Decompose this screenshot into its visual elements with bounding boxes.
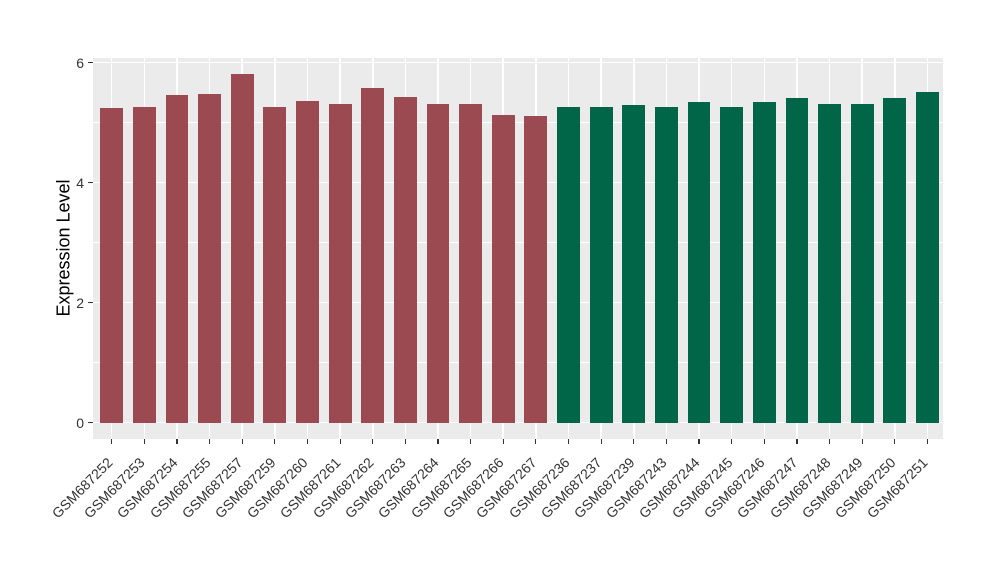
x-tick-GSM687247 [796,439,798,444]
bar-GSM687252 [100,108,124,423]
y-tick-label-4: 4 [76,174,84,191]
bar-GSM687237 [589,106,613,423]
x-tick-GSM687245 [731,439,733,444]
bar-GSM687246 [752,102,776,423]
y-gridline-major [93,61,943,64]
x-tick-GSM687263 [404,439,406,444]
x-tick-GSM687249 [861,439,863,444]
y-gridline-major [93,421,943,424]
bar-GSM687259 [263,106,287,423]
x-tick-GSM687262 [372,439,374,444]
bar-GSM687255 [198,93,221,423]
y-tick-4 [88,182,93,184]
bar-GSM687251 [916,91,939,423]
x-tick-GSM687261 [339,439,341,444]
bar-GSM687248 [818,103,841,423]
x-tick-GSM687259 [274,439,276,444]
y-gridline-minor [93,242,943,244]
x-tick-GSM687236 [567,439,570,444]
x-tick-GSM687244 [698,439,700,444]
bar-GSM687264 [426,104,450,423]
bar-GSM687253 [132,106,156,423]
bar-GSM687249 [850,103,874,423]
bar-GSM687261 [328,103,352,423]
bar-GSM687244 [687,101,711,423]
x-tick-GSM687264 [437,439,439,444]
bar-GSM687236 [557,107,580,423]
y-gridline-minor [93,122,943,124]
bar-GSM687245 [720,106,744,423]
x-tick-GSM687254 [176,439,178,444]
x-tick-GSM687253 [143,439,145,444]
bar-GSM687266 [491,114,515,423]
x-tick-GSM687243 [665,439,667,444]
x-tick-GSM687267 [535,439,537,444]
bar-GSM687260 [296,100,319,423]
bar-GSM687239 [622,105,646,423]
bar-GSM687265 [459,103,483,423]
y-gridline-major [93,181,943,184]
x-tick-GSM687252 [111,439,113,444]
bar-GSM687243 [655,107,678,423]
x-tick-GSM687265 [470,439,472,444]
y-gridline-minor [93,362,943,364]
y-tick-label-6: 6 [76,54,84,71]
bar-GSM687250 [883,97,907,423]
x-tick-GSM687260 [306,439,309,444]
x-tick-GSM687250 [894,439,896,444]
y-tick-6 [88,62,93,64]
x-tick-GSM687239 [633,439,635,444]
bar-GSM687257 [230,74,254,423]
x-tick-GSM687246 [763,439,765,444]
y-tick-label-0: 0 [76,414,84,431]
bar-GSM687247 [785,97,809,423]
x-tick-GSM687257 [241,439,243,444]
y-tick-label-2: 2 [76,294,84,311]
x-tick-GSM687237 [600,439,602,444]
x-tick-GSM687266 [502,439,504,444]
bar-GSM687262 [361,87,385,423]
x-tick-GSM687255 [208,439,211,444]
x-tick-GSM687251 [926,439,929,444]
x-tick-GSM687248 [828,439,831,444]
y-tick-0 [88,422,93,424]
bar-GSM687267 [524,115,548,423]
bar-GSM687254 [165,95,189,423]
y-tick-2 [88,302,93,304]
bar-GSM687263 [393,96,417,423]
y-gridline-major [93,301,943,304]
